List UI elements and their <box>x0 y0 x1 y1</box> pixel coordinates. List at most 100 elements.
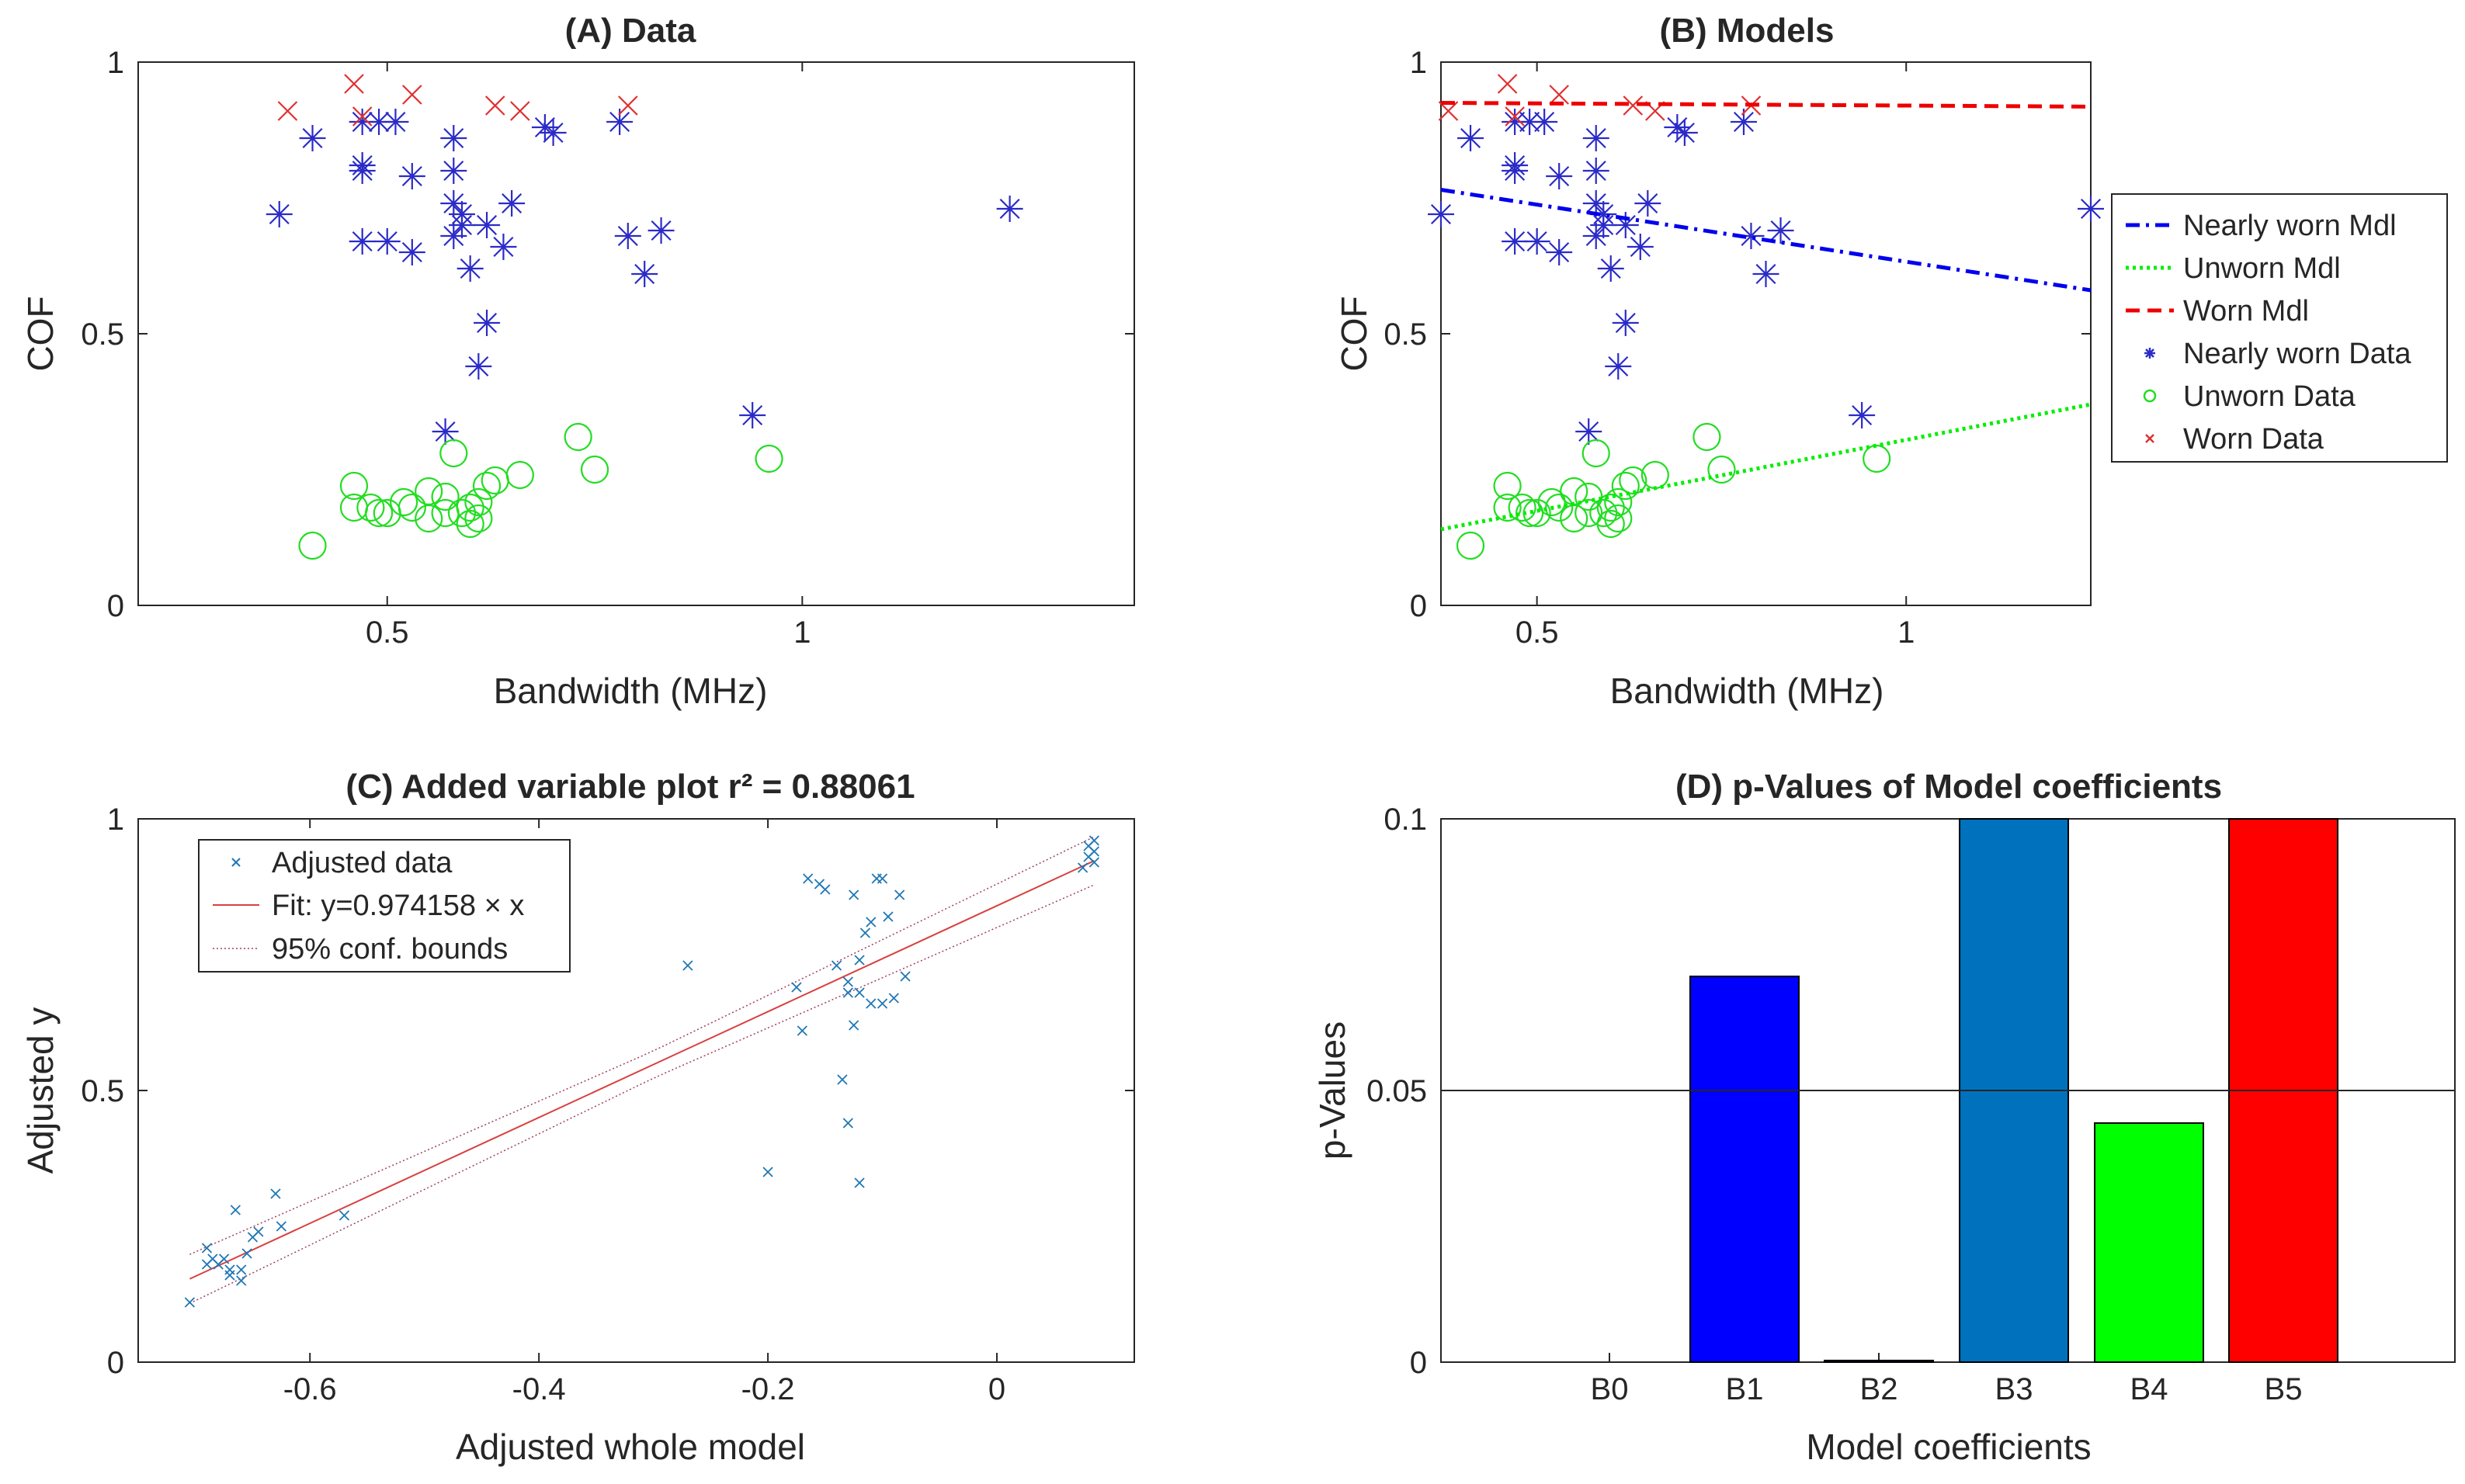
unworn-data-point <box>1707 455 1736 484</box>
panel-c-xtick-label: -0.2 <box>741 1372 795 1406</box>
legend-label-bounds: 95% conf. bounds <box>272 933 508 966</box>
worn-data-point <box>1623 95 1644 116</box>
panel-b-ytick-label: 1 <box>1410 46 1427 80</box>
nearly-worn-data-point <box>398 239 425 265</box>
nearly-worn-data-point <box>1612 310 1639 336</box>
panel-b-ylabel: COF <box>1334 296 1374 371</box>
nearly-worn-mdl-line <box>1440 188 2092 293</box>
adjusted-data-point <box>1078 862 1088 873</box>
worn-mdl-line <box>1440 101 2092 109</box>
adjusted-data-point <box>877 873 888 884</box>
panel-d-xtick-label: B4 <box>2130 1372 2168 1406</box>
unworn-data-point <box>298 531 327 560</box>
panel-c-title: (C) Added variable plot r² = 0.88061 <box>345 768 915 806</box>
adjusted-data-point <box>1088 835 1100 846</box>
nearly-worn-data-point <box>1575 418 1602 445</box>
worn-data-point <box>1549 85 1569 105</box>
panel-d-xtick-label: B5 <box>2265 1372 2303 1406</box>
nearly-worn-data-point <box>465 353 492 380</box>
nearly-worn-data-point <box>1428 201 1454 227</box>
legend-label-nearly-worn-data: Nearly worn Data <box>2183 338 2411 370</box>
unworn-data-point <box>755 444 783 473</box>
nearly-worn-data-point <box>448 212 475 238</box>
panel-c-marks <box>184 835 1100 1308</box>
unworn-data-point <box>431 482 460 511</box>
adjusted-data-point <box>241 1248 252 1259</box>
nearly-worn-data-point <box>1531 109 1558 135</box>
nearly-worn-data-point <box>739 402 766 428</box>
legend-label-nearly-worn-mdl: Nearly worn Mdl <box>2183 210 2397 242</box>
nearly-worn-data-point <box>349 228 376 255</box>
lower-conf-bound <box>189 884 1095 1304</box>
nearly-worn-data-point <box>440 190 467 217</box>
panel-d-title: (D) p-Values of Model coefficients <box>1675 768 2222 806</box>
nearly-worn-data-point <box>266 201 293 227</box>
panel-a-ticks: 0.5 1 0 0.5 1 <box>81 46 1134 650</box>
panel-a-marks <box>266 74 1023 560</box>
adjusted-data-point <box>236 1275 247 1286</box>
unworn-data-point <box>447 498 477 528</box>
worn-data-point <box>484 95 505 116</box>
adjusted-data-point <box>230 1205 241 1215</box>
adjusted-data-point <box>849 889 859 900</box>
adjusted-data-point <box>276 1221 286 1232</box>
panel-a-axes-box <box>137 61 1135 606</box>
unworn-data-point <box>580 455 609 484</box>
panel-d-ytick-label: 0.1 <box>1384 803 1427 837</box>
panel-d-ytick-label: 0 <box>1410 1346 1427 1380</box>
unworn-data-point <box>1619 466 1647 495</box>
panel-d-ylabel: p-Values <box>1312 1021 1352 1160</box>
panel-a-ytick-label: 0.5 <box>81 317 124 352</box>
nearly-worn-data-point <box>1849 402 1876 428</box>
nearly-worn-data-point <box>1546 163 1573 189</box>
nearly-worn-data-point <box>349 158 376 184</box>
unworn-data-point <box>1574 498 1603 528</box>
panel-b-legend-box <box>2111 193 2448 463</box>
legend-label-worn-mdl: Worn Mdl <box>2183 295 2309 328</box>
nearly-worn-data-point <box>2078 196 2104 222</box>
panel-d-xtick-label: B2 <box>1860 1372 1898 1406</box>
nearly-worn-data-point <box>440 158 467 184</box>
panel-c-ytick-label: 1 <box>107 803 124 837</box>
nearly-worn-data-point <box>1582 190 1609 217</box>
panel-c: (C) Added variable plot r² = 0.88061 -0.… <box>20 768 1135 1467</box>
nearly-worn-data-point <box>1590 212 1617 238</box>
unworn-data-point <box>1604 487 1633 517</box>
nearly-worn-data-point <box>440 125 467 151</box>
nearly-worn-data-point <box>1546 239 1573 265</box>
unworn-data-point <box>1493 493 1522 522</box>
adjusted-data-point <box>682 960 693 971</box>
unworn-data-point <box>1863 444 1891 473</box>
nearly-worn-data-point <box>1516 109 1543 135</box>
nearly-worn-data-point <box>498 190 526 217</box>
nearly-worn-data-point <box>1605 353 1632 380</box>
nearly-worn-data-point <box>349 109 376 135</box>
panel-b-xtick-label: 0.5 <box>1515 615 1559 650</box>
panel-b-xtick-label: 1 <box>1897 615 1915 650</box>
unworn-data-point <box>364 498 394 528</box>
unworn-data-point <box>1596 493 1625 522</box>
panel-c-ytick-label: 0.5 <box>81 1074 124 1108</box>
panel-a-ytick-label: 0 <box>107 589 124 623</box>
unworn-data-point <box>481 466 509 495</box>
nearly-worn-data-point <box>614 223 641 249</box>
unworn-data-point <box>1574 482 1603 511</box>
nearly-worn-data-point <box>1502 228 1529 255</box>
adjusted-data-point <box>883 911 894 922</box>
unworn-data-point <box>1604 504 1633 533</box>
nearly-worn-data-point <box>1730 109 1757 135</box>
worn-data-point <box>618 95 638 116</box>
adjusted-data-point <box>803 873 814 884</box>
adjusted-data-point <box>831 960 842 971</box>
adjusted-data-point <box>253 1226 264 1237</box>
panel-c-xlabel: Adjusted whole model <box>456 1427 805 1467</box>
nearly-worn-data-point <box>382 109 409 135</box>
worn-data-point <box>277 101 298 121</box>
unworn-data-point <box>1456 531 1485 560</box>
nearly-worn-data-point <box>1767 217 1794 244</box>
unworn-data-point <box>390 487 418 517</box>
nearly-worn-data-point <box>366 109 393 135</box>
panel-c-xtick-label: 0 <box>988 1372 1005 1406</box>
upper-conf-bound <box>189 836 1095 1255</box>
panel-c-ticks: -0.6 -0.4 -0.2 0 0 0.5 1 <box>81 803 1134 1406</box>
